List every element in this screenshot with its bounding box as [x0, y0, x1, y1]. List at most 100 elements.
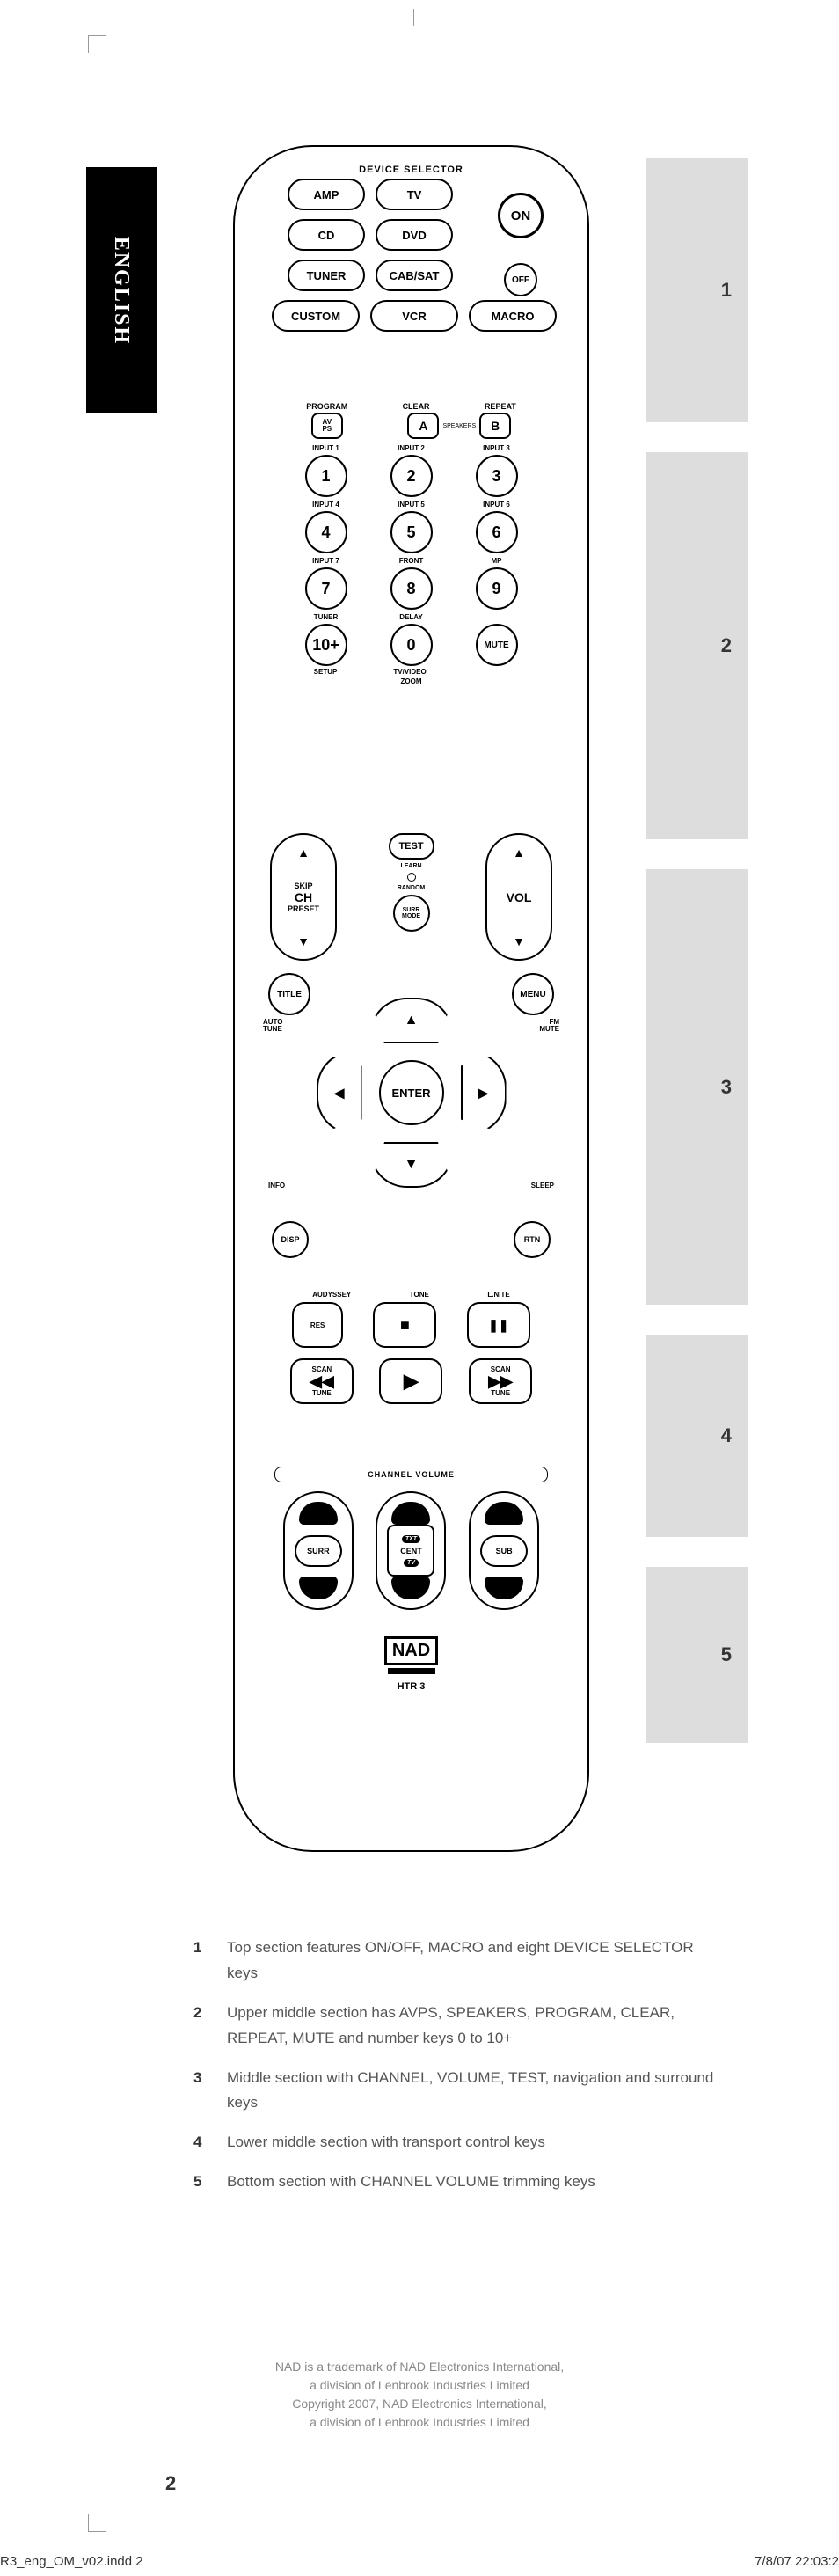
info-label: INFO: [268, 1182, 285, 1189]
zone-markers: 1 2 3 4 5: [646, 158, 748, 1743]
num-0-button[interactable]: 0: [390, 624, 433, 666]
section-numpad: PROGRAM CLEAR REPEAT AVPS A SPEAKERS B I…: [235, 402, 587, 685]
num-8-button[interactable]: 8: [390, 567, 433, 610]
scan-rev-button[interactable]: SCAN◀◀TUNE: [290, 1358, 354, 1404]
vol-up-icon: ▲: [513, 845, 525, 860]
cd-button[interactable]: CD: [288, 219, 365, 251]
amp-button[interactable]: AMP: [288, 179, 365, 210]
crop-mark: [88, 2514, 106, 2532]
volume-rocker[interactable]: ▲ VOL ▼: [485, 833, 552, 961]
brand-logo: NAD HTR 3: [381, 1636, 442, 1692]
tone-label: TONE: [410, 1291, 429, 1299]
nav-right-button[interactable]: ▶: [461, 1051, 507, 1135]
on-button[interactable]: ON: [498, 193, 544, 238]
channel-rocker[interactable]: ▲ SKIP CH PRESET ▼: [270, 833, 337, 961]
slug-right: 7/8/07 22:03:2: [755, 2554, 839, 2569]
desc-item: 5Bottom section with CHANNEL VOLUME trim…: [193, 2170, 721, 2195]
num-2-button[interactable]: 2: [390, 455, 433, 497]
nav-up-button[interactable]: ▲: [369, 998, 453, 1043]
lnite-label: L.NITE: [487, 1291, 509, 1299]
nav-left-button[interactable]: ◀: [317, 1051, 362, 1135]
input-label: INPUT 7: [312, 557, 339, 566]
num-4-button[interactable]: 4: [305, 511, 347, 553]
nav-down-button[interactable]: ▼: [369, 1142, 453, 1188]
input-label: INPUT 3: [483, 444, 510, 453]
audyssey-label: AUDYSSEY: [312, 1291, 351, 1299]
num-1-button[interactable]: 1: [305, 455, 347, 497]
ch-down-icon: ▼: [297, 934, 310, 948]
channel-volume-title: CHANNEL VOLUME: [274, 1467, 548, 1482]
off-button[interactable]: OFF: [504, 263, 537, 296]
slug-left: R3_eng_OM_v02.indd 2: [0, 2554, 143, 2569]
speaker-a-button[interactable]: A: [407, 413, 439, 439]
input-label: INPUT 5: [398, 501, 425, 509]
repeat-label: REPEAT: [485, 402, 516, 411]
desc-item: 3Middle section with CHANNEL, VOLUME, TE…: [193, 2066, 721, 2117]
enter-button[interactable]: ENTER: [379, 1060, 444, 1125]
num-6-button[interactable]: 6: [476, 511, 518, 553]
res-button[interactable]: RES: [292, 1302, 343, 1348]
sub-trim-button[interactable]: SUB: [469, 1491, 539, 1610]
input-label: MP: [492, 557, 502, 566]
zone-5: 5: [646, 1567, 748, 1743]
device-selector-title: DEVICE SELECTOR: [235, 165, 587, 175]
num-7-button[interactable]: 7: [305, 567, 347, 610]
macro-button[interactable]: MACRO: [469, 300, 557, 332]
avps-button[interactable]: AVPS: [311, 413, 343, 439]
page-number: 2: [165, 2472, 176, 2495]
zone-2: 2: [646, 452, 748, 839]
rtn-button[interactable]: RTN: [514, 1221, 551, 1258]
surr-mode-button[interactable]: SURRMODE: [393, 895, 430, 932]
disp-button[interactable]: DISP: [272, 1221, 309, 1258]
program-label: PROGRAM: [306, 402, 347, 411]
input-label: TUNER: [314, 613, 339, 622]
description-list: 1Top section features ON/OFF, MACRO and …: [193, 1936, 721, 2209]
section-channel-volume: CHANNEL VOLUME SURR TXT CENT TV: [235, 1467, 587, 1692]
input-label: DELAY: [399, 613, 422, 622]
section-navigation: ▲ SKIP CH PRESET ▼ TEST LEARN RANDOM SUR…: [235, 833, 587, 1258]
mute-button[interactable]: MUTE: [476, 624, 518, 666]
speaker-b-button[interactable]: B: [479, 413, 511, 439]
surr-trim-button[interactable]: SURR: [283, 1491, 354, 1610]
crop-mark: [413, 9, 414, 26]
zoom-label: ZOOM: [235, 677, 587, 685]
footer-copyright: NAD is a trademark of NAD Electronics In…: [0, 2358, 839, 2432]
cabsat-button[interactable]: CAB/SAT: [376, 260, 453, 291]
menu-button[interactable]: MENU: [512, 973, 554, 1015]
remote-outline: DEVICE SELECTOR AMP TV CD DVD TUNER CAB/…: [233, 145, 589, 1852]
autotune-label: AUTO TUNE: [263, 1019, 283, 1033]
play-button[interactable]: ▶: [379, 1358, 442, 1404]
num-5-button[interactable]: 5: [390, 511, 433, 553]
tv-button[interactable]: TV: [376, 179, 453, 210]
custom-button[interactable]: CUSTOM: [272, 300, 360, 332]
zone-1: 1: [646, 158, 748, 422]
input-label: INPUT 6: [483, 501, 510, 509]
title-button[interactable]: TITLE: [268, 973, 310, 1015]
tuner-button[interactable]: TUNER: [288, 260, 365, 291]
desc-item: 1Top section features ON/OFF, MACRO and …: [193, 1936, 721, 1987]
language-tab: ENGLISH: [86, 167, 157, 413]
pause-button[interactable]: ❚❚: [467, 1302, 530, 1348]
input-label: FRONT: [399, 557, 424, 566]
stop-button[interactable]: ■: [373, 1302, 436, 1348]
section-transport: AUDYSSEY TONE L.NITE RES ■ ❚❚ SCAN◀◀TUNE…: [235, 1291, 587, 1404]
input-label: INPUT 4: [312, 501, 339, 509]
desc-item: 2Upper middle section has AVPS, SPEAKERS…: [193, 2001, 721, 2052]
num-10+-button[interactable]: 10+: [305, 624, 347, 666]
dvd-button[interactable]: DVD: [376, 219, 453, 251]
scan-fwd-button[interactable]: SCAN▶▶TUNE: [469, 1358, 532, 1404]
test-button[interactable]: TEST: [389, 833, 434, 860]
crop-mark: [88, 35, 106, 53]
section-device-selector: DEVICE SELECTOR AMP TV CD DVD TUNER CAB/…: [235, 165, 587, 332]
setup-label: SETUP: [283, 668, 368, 676]
random-label: RANDOM: [398, 885, 426, 891]
num-9-button[interactable]: 9: [476, 567, 518, 610]
learn-indicator: [407, 873, 416, 882]
vcr-button[interactable]: VCR: [370, 300, 458, 332]
tvvideo-label: TV/VIDEO: [368, 668, 452, 676]
speakers-label: SPEAKERS: [442, 423, 476, 429]
language-label: ENGLISH: [110, 236, 134, 344]
cent-trim-button[interactable]: TXT CENT TV: [376, 1491, 446, 1610]
input-label: INPUT 2: [398, 444, 425, 453]
num-3-button[interactable]: 3: [476, 455, 518, 497]
